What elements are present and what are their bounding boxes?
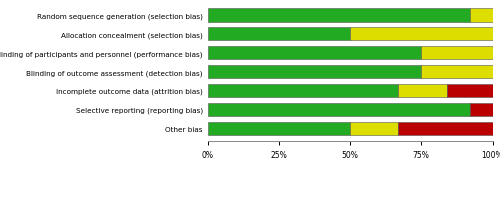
Bar: [208, 66, 421, 79]
Bar: [208, 47, 421, 60]
Bar: [447, 84, 492, 98]
Bar: [470, 9, 492, 22]
Bar: [208, 122, 350, 135]
Bar: [208, 9, 470, 22]
Bar: [350, 28, 492, 41]
Bar: [398, 122, 492, 135]
Bar: [421, 66, 492, 79]
Bar: [208, 28, 350, 41]
Bar: [421, 47, 492, 60]
Bar: [350, 122, 399, 135]
Bar: [470, 103, 492, 116]
Bar: [208, 103, 470, 116]
Bar: [208, 84, 398, 98]
Bar: [398, 84, 447, 98]
